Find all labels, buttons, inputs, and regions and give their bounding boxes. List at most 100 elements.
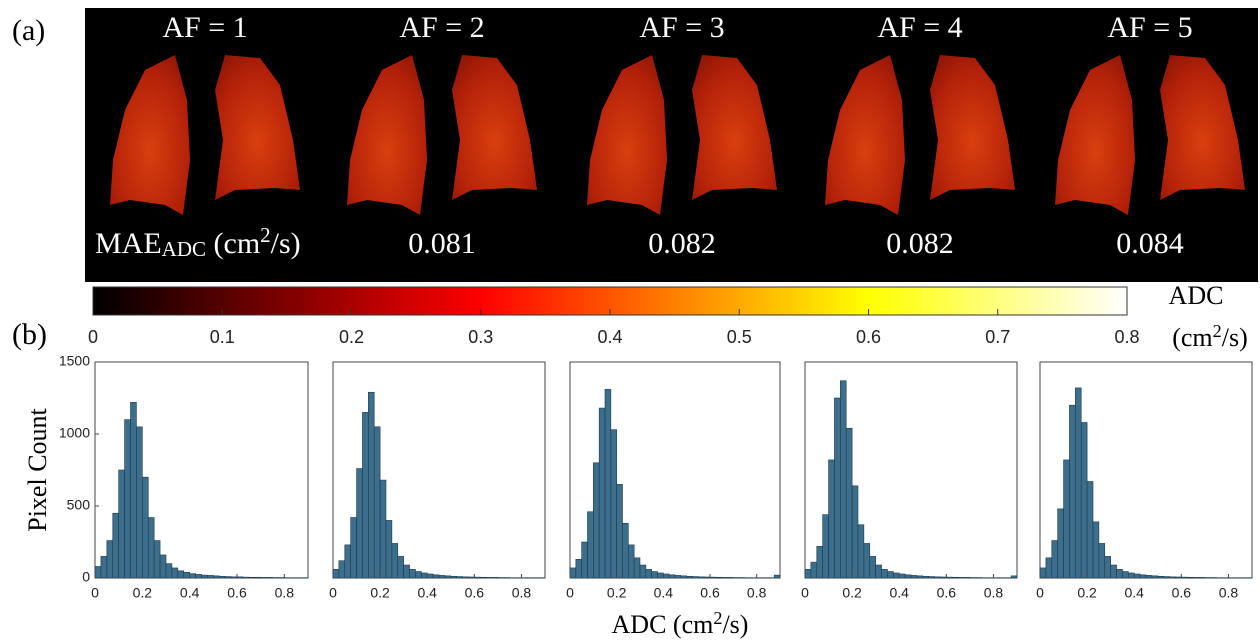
histogram-bar <box>887 571 894 579</box>
af-label: AF = 3 <box>639 11 724 44</box>
label-part: /s) <box>1222 323 1248 352</box>
histogram-bar <box>940 576 947 579</box>
histogram-bar <box>368 391 375 579</box>
x-tick-label: 0.6 <box>1172 585 1192 601</box>
x-tick-label: 0.2 <box>1077 585 1097 601</box>
panel-label: (a) <box>12 14 45 47</box>
histogram-bar <box>201 574 208 579</box>
histogram-bar <box>1169 576 1176 579</box>
x-tick-label: 0 <box>566 585 574 601</box>
histogram-bar <box>266 577 273 579</box>
colorbar-tick-label: 0.3 <box>468 327 493 347</box>
histogram-bar <box>218 575 226 579</box>
histogram-bar <box>645 569 652 579</box>
histogram-bar <box>674 575 682 579</box>
histogram-bar <box>804 569 812 579</box>
histogram-bar <box>1051 540 1058 579</box>
lung-map <box>452 55 537 200</box>
histogram-bar <box>479 576 487 579</box>
histogram-bar <box>1045 557 1053 579</box>
lung-map <box>587 55 667 215</box>
x-tick-label: 0.6 <box>937 585 957 601</box>
panel-label: (b) <box>12 318 47 351</box>
lung-map <box>692 55 777 200</box>
histogram-bar <box>415 571 422 579</box>
histogram-bar <box>1192 577 1200 579</box>
mae-value: 0.081 <box>408 227 476 260</box>
histogram-bar <box>1069 404 1076 579</box>
histogram-bar <box>1057 508 1064 579</box>
histogram-bar <box>910 575 918 579</box>
x-tick-label: 0.2 <box>370 585 390 601</box>
histogram-bar <box>159 554 167 579</box>
x-tick-label: 0 <box>801 585 809 601</box>
histogram-bar <box>963 577 971 579</box>
label: (cm2/s) <box>1172 321 1248 352</box>
histogram-bar <box>136 426 143 579</box>
histogram-bar <box>639 564 647 579</box>
histogram-bar <box>403 564 410 579</box>
histogram-bar <box>1145 575 1153 579</box>
histogram-bar <box>622 522 629 579</box>
mae-value: 0.082 <box>648 227 716 260</box>
y-axis-label: Pixel Count <box>23 407 52 531</box>
label-part: MAE <box>95 227 162 260</box>
x-tick-label: 0.2 <box>133 585 153 601</box>
histogram-bar <box>581 541 588 579</box>
label-part: ADC <box>162 237 206 261</box>
histogram-bar <box>147 517 155 579</box>
histogram-bar <box>951 576 959 579</box>
histogram-bar <box>230 576 238 579</box>
histogram-bar <box>1175 576 1182 579</box>
x-tick-label: 0 <box>329 585 337 601</box>
histogram-bar <box>598 407 606 579</box>
histogram-bar <box>610 429 617 579</box>
colorbar-title: ADC <box>1169 281 1224 310</box>
histogram-bar <box>1010 575 1018 579</box>
histogram-bar <box>112 512 119 579</box>
histogram-bar <box>893 572 900 579</box>
histogram-bar <box>692 576 699 579</box>
lung-map <box>347 55 427 215</box>
histogram-bar <box>456 576 463 579</box>
histogram-bar <box>421 572 428 579</box>
histogram-bar <box>633 557 641 579</box>
histogram-bar <box>663 573 670 579</box>
histogram-bar <box>165 563 173 579</box>
histogram-bar <box>195 574 202 579</box>
y-tick-label: 1500 <box>59 353 90 369</box>
histogram-bar <box>177 570 185 579</box>
mae-value: 0.082 <box>886 227 954 260</box>
lung-map <box>110 55 190 215</box>
histogram-bar <box>207 575 214 579</box>
histogram-bar <box>651 571 658 579</box>
histogram-bar <box>438 575 446 579</box>
histogram-bar <box>1104 556 1111 579</box>
histogram-bar <box>822 514 829 579</box>
histogram-bar <box>474 576 481 579</box>
histogram-bar <box>142 476 149 579</box>
label-part: (cm <box>1172 323 1212 352</box>
histogram-bar <box>242 576 250 579</box>
histogram-bar <box>616 484 623 579</box>
histogram-bar <box>875 564 882 579</box>
histogram-bar <box>1110 564 1117 579</box>
histogram-bar <box>569 567 577 579</box>
colorbar-tick-label: 0.1 <box>210 327 235 347</box>
histogram-bar <box>130 402 137 579</box>
histogram-bar <box>851 485 859 579</box>
x-tick-label: 0 <box>91 585 99 601</box>
colorbar-tick-label: 0 <box>88 327 98 347</box>
histogram-bar <box>957 577 965 579</box>
x-tick-label: 0.4 <box>180 585 200 601</box>
histogram-bar <box>881 569 888 579</box>
x-tick-label: 0.8 <box>512 585 532 601</box>
histogram-bar <box>1063 459 1070 579</box>
histogram-bar <box>810 561 818 579</box>
histogram-bar <box>828 459 835 579</box>
histogram-bar <box>709 576 717 579</box>
histogram-bar <box>385 520 393 579</box>
histogram-bar <box>898 573 906 579</box>
colorbar-tick-label: 0.4 <box>597 327 622 347</box>
histogram-bar <box>373 426 381 579</box>
